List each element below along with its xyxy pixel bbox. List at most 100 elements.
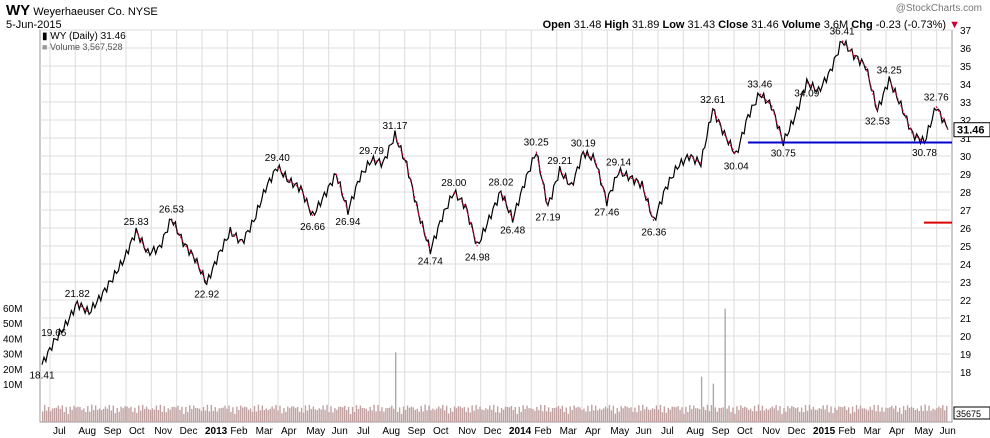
time-tick-label: Feb xyxy=(534,426,552,437)
time-tick-label: Jul xyxy=(53,426,66,437)
volume-bar xyxy=(134,407,136,422)
volume-bar xyxy=(216,411,218,422)
volume-bar xyxy=(602,408,605,422)
volume-bar xyxy=(759,410,762,422)
volume-bar xyxy=(289,408,291,422)
last-volume-box xyxy=(953,406,990,420)
volume-bar xyxy=(147,409,150,422)
volume-bar xyxy=(463,407,466,422)
volume-bar xyxy=(897,411,899,422)
time-axis: Jul Aug Sep Oct Nov Dec 2013 Feb Mar Apr May Jun Jul… xyxy=(53,426,956,437)
price-annotation: 30.25 xyxy=(524,138,549,149)
volume-bar xyxy=(795,408,797,422)
volume-bar xyxy=(932,408,934,422)
volume-bar xyxy=(149,410,152,422)
volume-bar xyxy=(171,406,173,422)
price-tick-label: 32 xyxy=(960,116,972,127)
volume-bar xyxy=(944,410,946,422)
volume-bar xyxy=(679,409,681,422)
volume-bar xyxy=(669,409,671,422)
volume-bar xyxy=(479,406,481,422)
volume-bar xyxy=(587,405,589,422)
volume-bar xyxy=(183,413,185,422)
down-segment xyxy=(770,105,784,143)
down-segment xyxy=(594,159,608,202)
price-tick-label: 33 xyxy=(960,98,972,109)
volume-bar xyxy=(814,409,817,422)
volume-bar xyxy=(173,406,175,422)
volume-bar xyxy=(708,411,711,422)
volume-bar xyxy=(628,408,630,422)
volume-bar xyxy=(736,406,738,422)
volume-bar xyxy=(363,408,366,422)
volume-bar xyxy=(683,413,685,422)
volume-bar xyxy=(822,405,824,422)
volume-bar xyxy=(810,409,813,422)
volume-bar xyxy=(357,408,360,422)
volume-bar xyxy=(685,406,687,422)
volume-bar xyxy=(128,408,130,422)
volume-bar xyxy=(89,411,91,422)
volume-bar xyxy=(414,409,416,422)
price-tick-label: 26 xyxy=(960,224,972,235)
volume-bar xyxy=(261,405,264,422)
volume-bar xyxy=(98,408,101,422)
volume-bar xyxy=(410,406,413,422)
volume-bar xyxy=(651,408,654,422)
volume-bar xyxy=(132,411,134,422)
time-tick-label: Oct xyxy=(433,426,449,437)
high-label: High xyxy=(604,19,629,31)
volume-bar xyxy=(693,405,695,422)
volume-bar xyxy=(238,409,240,422)
volume-bar xyxy=(306,410,309,422)
volume-bar xyxy=(726,408,728,422)
volume-bar xyxy=(187,411,189,422)
price-annotation: 25.83 xyxy=(124,217,149,228)
volume-bar xyxy=(451,411,454,422)
volume-bar xyxy=(549,411,552,422)
volume-bar xyxy=(898,407,901,422)
volume-bar xyxy=(751,411,754,422)
time-tick-label: Jun xyxy=(332,426,348,437)
volume-bar xyxy=(502,409,505,422)
volume-bar xyxy=(732,407,734,422)
volume-bar xyxy=(269,408,271,422)
price-annotation: 32.61 xyxy=(700,95,725,106)
volume-bar xyxy=(273,408,275,422)
volume-bar xyxy=(924,404,926,422)
volume-bar xyxy=(612,405,615,422)
volume-bar xyxy=(551,408,554,422)
volume-bar xyxy=(634,407,636,422)
volume-bar xyxy=(742,407,744,422)
volume-bar xyxy=(138,405,140,422)
volume-bar xyxy=(567,413,569,422)
volume-bar xyxy=(787,406,789,422)
volume-bar xyxy=(604,406,607,422)
volume-bar xyxy=(294,408,297,422)
volume-bar xyxy=(169,409,171,422)
volume-bar xyxy=(504,406,507,422)
volume-bar xyxy=(440,408,442,422)
price-legend-text: WY (Daily) 31.46 xyxy=(50,31,126,42)
volume-bar xyxy=(689,405,691,422)
volume-bar xyxy=(757,404,760,422)
time-tick-label: Apr xyxy=(281,426,297,437)
volume-bar xyxy=(773,408,775,422)
exchange-name: NYSE xyxy=(127,6,158,18)
price-annotation: 29.40 xyxy=(265,153,290,164)
volume-bar xyxy=(900,413,903,422)
volume-bar xyxy=(716,411,718,422)
volume-bar xyxy=(385,408,387,422)
last-price-label: 31.46 xyxy=(957,125,985,137)
volume-bar xyxy=(730,411,732,422)
time-tick-label: Oct xyxy=(129,426,145,437)
volume-bar xyxy=(583,408,585,422)
down-segment xyxy=(806,81,819,92)
volume-bar xyxy=(126,406,128,422)
price-tick-label: 20 xyxy=(960,332,972,343)
time-tick-label: Dec xyxy=(180,426,198,437)
volume-bar xyxy=(540,404,542,422)
volume-bar xyxy=(381,407,383,422)
volume-bar xyxy=(830,406,832,422)
time-tick-label: Sep xyxy=(408,426,426,437)
